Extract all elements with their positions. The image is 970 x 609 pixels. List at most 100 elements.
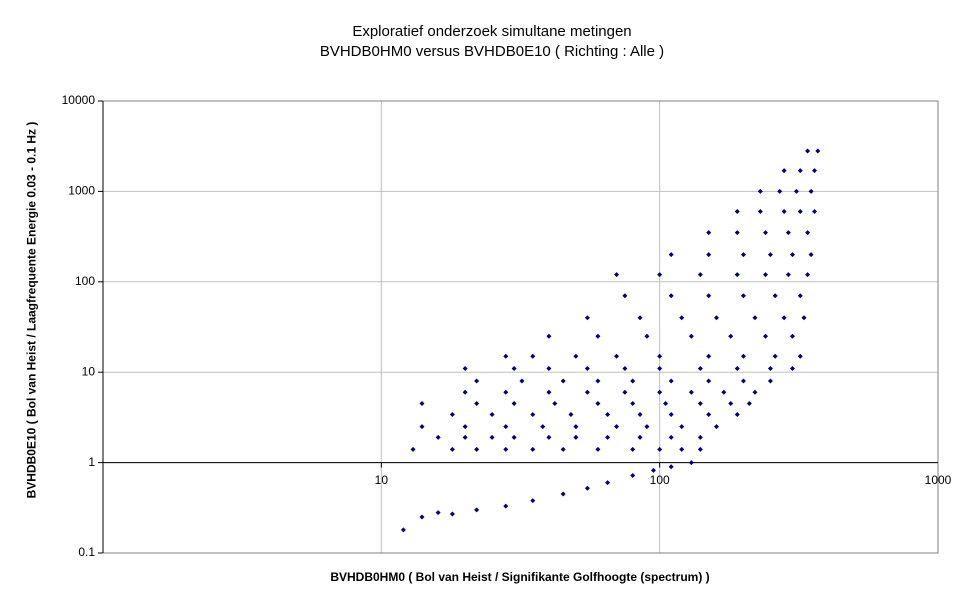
point bbox=[503, 503, 509, 509]
point bbox=[560, 446, 566, 452]
point bbox=[734, 412, 740, 418]
y-tick-label: 0.1 bbox=[78, 545, 95, 559]
point bbox=[706, 353, 712, 359]
point bbox=[688, 460, 694, 466]
x-axis-label: BVHDB0HM0 ( Bol van Heist / Signifikante… bbox=[330, 570, 709, 584]
point bbox=[400, 527, 406, 533]
point bbox=[668, 378, 674, 384]
point bbox=[668, 293, 674, 299]
point bbox=[511, 365, 517, 371]
point bbox=[605, 434, 611, 440]
point bbox=[808, 252, 814, 258]
point bbox=[772, 353, 778, 359]
point bbox=[435, 510, 441, 516]
point bbox=[511, 434, 517, 440]
point bbox=[812, 208, 818, 214]
point bbox=[706, 230, 712, 236]
point bbox=[697, 401, 703, 407]
y-axis-label: BVHDB0E10 ( Bol van Heist / Laagfrequent… bbox=[24, 121, 39, 499]
point bbox=[630, 446, 636, 452]
point bbox=[797, 353, 803, 359]
point bbox=[630, 378, 636, 384]
point bbox=[474, 507, 480, 513]
point bbox=[657, 365, 663, 371]
point bbox=[785, 272, 791, 278]
x-tick-label: 100 bbox=[650, 473, 670, 487]
point bbox=[546, 389, 552, 395]
point bbox=[573, 424, 579, 430]
y-tick-label: 1000 bbox=[68, 184, 95, 198]
point bbox=[462, 365, 468, 371]
point bbox=[503, 353, 509, 359]
point bbox=[697, 365, 703, 371]
chart-subtitle: BVHDB0HM0 versus BVHDB0E10 ( Richting : … bbox=[320, 43, 664, 60]
point bbox=[812, 168, 818, 174]
point bbox=[637, 434, 643, 440]
point bbox=[584, 315, 590, 321]
point bbox=[789, 333, 795, 339]
point bbox=[644, 424, 650, 430]
point bbox=[637, 315, 643, 321]
point bbox=[435, 434, 441, 440]
point bbox=[762, 333, 768, 339]
x-tick-label: 10 bbox=[375, 473, 389, 487]
point bbox=[805, 148, 811, 154]
point bbox=[697, 434, 703, 440]
point bbox=[706, 252, 712, 258]
point bbox=[734, 365, 740, 371]
point bbox=[474, 378, 480, 384]
point bbox=[489, 412, 495, 418]
point bbox=[462, 424, 468, 430]
point bbox=[540, 424, 546, 430]
point bbox=[605, 412, 611, 418]
point bbox=[777, 188, 783, 194]
y-tick-label: 100 bbox=[75, 274, 95, 288]
point bbox=[657, 446, 663, 452]
point bbox=[767, 378, 773, 384]
point bbox=[740, 353, 746, 359]
point bbox=[688, 389, 694, 395]
point bbox=[410, 446, 416, 452]
point bbox=[767, 252, 773, 258]
point bbox=[668, 464, 674, 470]
point bbox=[793, 188, 799, 194]
point bbox=[797, 293, 803, 299]
point bbox=[503, 446, 509, 452]
point bbox=[584, 365, 590, 371]
point bbox=[740, 252, 746, 258]
point bbox=[614, 353, 620, 359]
point bbox=[449, 412, 455, 418]
point bbox=[595, 333, 601, 339]
point bbox=[713, 315, 719, 321]
point bbox=[573, 434, 579, 440]
point bbox=[503, 424, 509, 430]
point bbox=[622, 293, 628, 299]
point bbox=[449, 511, 455, 517]
point bbox=[584, 485, 590, 491]
point bbox=[762, 272, 768, 278]
point bbox=[781, 168, 787, 174]
point bbox=[706, 412, 712, 418]
y-tick-label: 10 bbox=[82, 364, 96, 378]
point bbox=[734, 272, 740, 278]
point bbox=[668, 412, 674, 418]
point bbox=[728, 333, 734, 339]
chart-title: Exploratief onderzoek simultane metingen bbox=[352, 23, 631, 40]
point bbox=[568, 412, 574, 418]
point bbox=[489, 434, 495, 440]
point bbox=[808, 188, 814, 194]
point bbox=[530, 412, 536, 418]
plot-border bbox=[102, 100, 939, 554]
point bbox=[595, 446, 601, 452]
point bbox=[805, 272, 811, 278]
point bbox=[462, 434, 468, 440]
point bbox=[614, 424, 620, 430]
point bbox=[789, 365, 795, 371]
point bbox=[801, 315, 807, 321]
point bbox=[530, 353, 536, 359]
point bbox=[630, 472, 636, 478]
point bbox=[785, 230, 791, 236]
point bbox=[797, 208, 803, 214]
point bbox=[805, 230, 811, 236]
